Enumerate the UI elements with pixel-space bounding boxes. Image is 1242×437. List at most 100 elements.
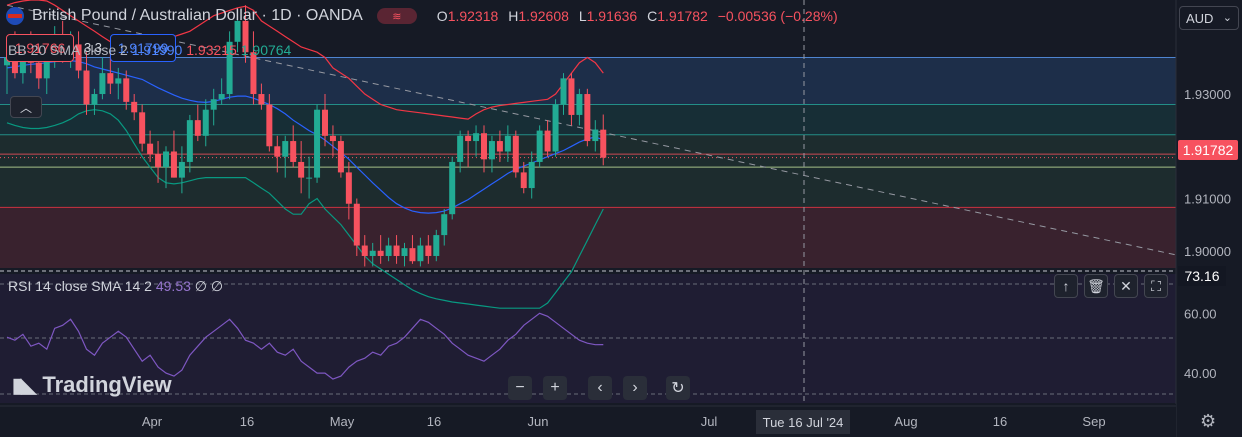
bb-label[interactable]: BB 20 SMA close 2 bbox=[8, 42, 128, 58]
time-tick-label: 16 bbox=[993, 414, 1007, 429]
rsi-label[interactable]: RSI 14 close SMA 14 2 bbox=[8, 278, 152, 294]
time-tick-label: Apr bbox=[142, 414, 163, 429]
gear-icon[interactable]: ⚙ bbox=[1200, 411, 1217, 431]
candle bbox=[91, 88, 98, 115]
candle-body bbox=[417, 245, 424, 262]
candle-body bbox=[520, 172, 527, 189]
candle bbox=[457, 130, 464, 173]
candle bbox=[258, 83, 265, 110]
plus-icon: + bbox=[550, 379, 560, 396]
candle bbox=[345, 161, 352, 220]
zoom-in-button[interactable]: + bbox=[543, 376, 567, 400]
candle-body bbox=[131, 101, 138, 113]
candle bbox=[99, 57, 106, 100]
candle-body bbox=[115, 78, 122, 84]
candle bbox=[322, 94, 328, 147]
scroll-left-button[interactable]: ‹ bbox=[588, 376, 612, 400]
candle-body bbox=[496, 141, 503, 152]
candle bbox=[282, 135, 289, 178]
symbol-header[interactable]: British Pound / Australian Dollar · 1D ·… bbox=[6, 5, 838, 27]
candle-body bbox=[218, 94, 225, 100]
maximize-pane-button[interactable]: ⛶ bbox=[1144, 274, 1168, 298]
candle bbox=[512, 130, 519, 178]
candle bbox=[210, 88, 217, 126]
scroll-right-button[interactable]: › bbox=[623, 376, 647, 400]
price-zone-3 bbox=[0, 207, 1176, 268]
candle bbox=[266, 94, 273, 152]
bb-upper-line bbox=[6, 0, 604, 120]
candle-body bbox=[75, 44, 82, 71]
candle bbox=[496, 130, 503, 162]
candle bbox=[560, 73, 567, 115]
candle bbox=[441, 208, 448, 246]
reset-chart-button[interactable]: ↻ bbox=[666, 376, 690, 400]
candle-body bbox=[226, 41, 233, 95]
move-pane-up-button[interactable]: ↑ bbox=[1054, 274, 1078, 298]
collapse-icon: ✕ bbox=[1120, 277, 1132, 294]
candle-body bbox=[250, 52, 257, 95]
candle-body bbox=[91, 94, 98, 105]
currency-value: AUD bbox=[1186, 10, 1214, 26]
symbol-title[interactable]: British Pound / Australian Dollar · 1D ·… bbox=[32, 7, 363, 24]
candle-body bbox=[536, 130, 543, 162]
candle-body bbox=[449, 161, 456, 215]
ohlc-low-key: L bbox=[578, 8, 587, 24]
candle-body bbox=[202, 109, 209, 136]
spread-value: 3.3 bbox=[83, 39, 103, 55]
minus-icon: − bbox=[515, 379, 525, 396]
currency-select[interactable]: AUD ⌄ bbox=[1179, 6, 1239, 30]
eye-toggle-icon[interactable]: ≋ bbox=[376, 8, 417, 24]
trash-icon: 🗑 bbox=[1087, 277, 1105, 294]
candle bbox=[202, 99, 209, 147]
candle bbox=[147, 130, 154, 162]
ohlc-high: 1.92608 bbox=[518, 8, 569, 24]
bb-basis-line bbox=[6, 59, 604, 214]
price-tick-label: 1.93000 bbox=[1184, 87, 1231, 102]
candle bbox=[417, 237, 424, 267]
candle bbox=[353, 198, 360, 256]
rsi-legend[interactable]: RSI 14 close SMA 14 2 49.53 ∅ ∅ bbox=[8, 278, 223, 295]
bb-basis-value: 1.91990 bbox=[131, 42, 183, 58]
collapse-pane-button[interactable]: ✕ bbox=[1114, 274, 1138, 298]
candle-body bbox=[433, 235, 440, 256]
candle-body bbox=[19, 52, 26, 74]
time-tick-label: Jul bbox=[701, 414, 718, 429]
candle-body bbox=[178, 161, 185, 178]
collapse-legend-button[interactable]: ︿ bbox=[10, 96, 42, 118]
candle bbox=[274, 135, 281, 173]
candle bbox=[369, 242, 376, 267]
rsi-tick-label: 40.00 bbox=[1184, 366, 1217, 381]
candle bbox=[226, 31, 233, 100]
tradingview-logo-text: TradingView bbox=[42, 372, 172, 397]
candle bbox=[481, 125, 487, 173]
rsi-tick-label: 60.00 bbox=[1184, 306, 1217, 321]
rsi-scale-tag: 73.16 bbox=[1178, 266, 1226, 286]
candle-body bbox=[266, 104, 273, 147]
candle bbox=[123, 70, 130, 110]
rsi-extra-1: ∅ bbox=[194, 278, 207, 294]
sell-button[interactable]: 1.91766 bbox=[6, 34, 74, 62]
candle-body bbox=[488, 141, 495, 160]
candle-body bbox=[393, 245, 400, 256]
candle-body bbox=[425, 245, 432, 256]
bb-legend[interactable]: BB 20 SMA close 2 1.91990 1.93215 1.9076… bbox=[8, 42, 291, 58]
candle bbox=[337, 135, 344, 178]
delete-pane-button[interactable]: 🗑 bbox=[1084, 274, 1108, 298]
candle-body bbox=[329, 135, 336, 142]
candle bbox=[520, 161, 527, 194]
zoom-out-button[interactable]: − bbox=[508, 376, 532, 400]
candle-body bbox=[11, 57, 18, 74]
candle bbox=[329, 125, 336, 157]
buy-button[interactable]: 1.91799 bbox=[110, 34, 176, 62]
candle-body bbox=[139, 112, 146, 144]
candle bbox=[409, 235, 416, 264]
candle bbox=[218, 78, 225, 105]
candle bbox=[155, 141, 162, 183]
candle bbox=[552, 99, 559, 157]
tradingview-logo[interactable]: ▮◣ TradingView bbox=[12, 372, 172, 398]
candle-body bbox=[465, 135, 472, 142]
candle bbox=[131, 94, 138, 121]
candle bbox=[504, 125, 511, 162]
rsi-value: 49.53 bbox=[155, 278, 191, 294]
